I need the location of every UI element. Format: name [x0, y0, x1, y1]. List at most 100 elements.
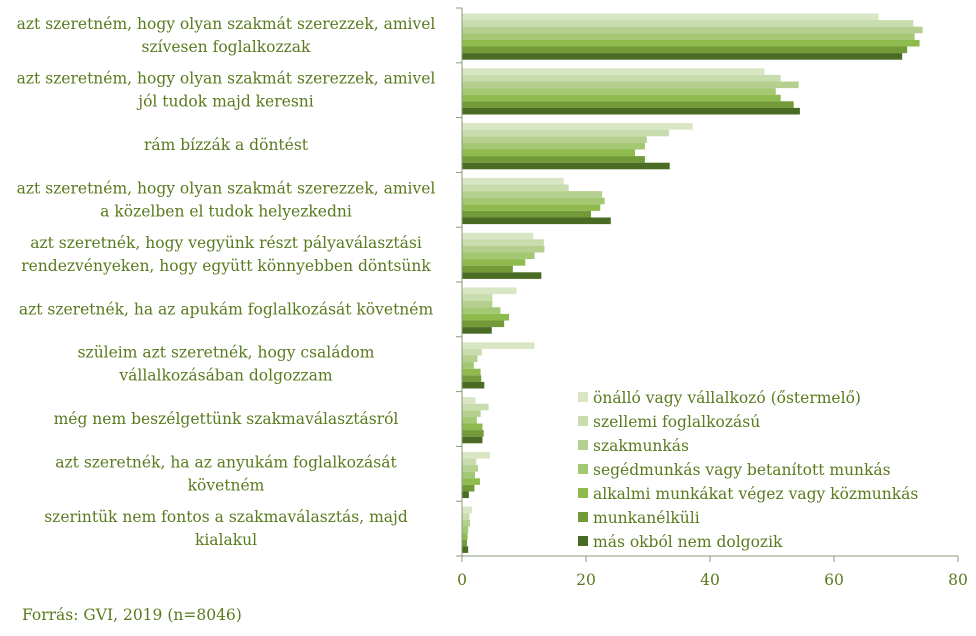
bar	[462, 375, 482, 382]
bar	[462, 272, 542, 279]
bar	[462, 294, 493, 301]
bar	[462, 355, 478, 363]
legend: önálló vagy vállalkozó (őstermelő) szelle…	[578, 389, 918, 551]
bar	[462, 265, 513, 273]
bar	[462, 210, 591, 218]
bar	[462, 458, 477, 466]
category-label: jól tudok majd keresni	[136, 93, 313, 111]
bar	[462, 451, 490, 459]
bar	[462, 519, 471, 527]
x-tick-label: 20	[576, 571, 596, 589]
category-label: szerintük nem fontos a szakmaválasztás, …	[44, 508, 408, 526]
category-label: rendezvényeken, hogy együtt könnyebben d…	[21, 257, 431, 275]
bar	[462, 20, 914, 27]
category-label: azt szeretnék, ha az apukám foglalkozásá…	[19, 300, 434, 318]
bar	[462, 416, 477, 424]
bar	[462, 26, 923, 34]
category-label: szívesen foglalkozzak	[142, 38, 311, 56]
category-labels: azt szeretném, hogy olyan szakmát szerez…	[17, 15, 436, 549]
bar	[462, 348, 482, 356]
legend-swatch	[578, 536, 588, 546]
bar	[462, 46, 908, 54]
category-label: azt szeretnék, hogy vegyünk részt pályav…	[30, 234, 422, 252]
x-tick-label: 80	[948, 571, 968, 589]
bar	[462, 68, 765, 75]
category-label: azt szeretném, hogy olyan szakmát szerez…	[17, 179, 436, 197]
bar	[462, 410, 481, 417]
x-tick-label: 40	[700, 571, 720, 589]
category-label: azt szeretném, hogy olyan szakmát szerez…	[17, 70, 436, 88]
category-label: azt szeretném, hogy olyan szakmát szerez…	[17, 15, 436, 33]
bar	[462, 423, 483, 431]
bar	[462, 327, 492, 334]
bar	[462, 526, 469, 534]
bar	[462, 94, 781, 102]
bar	[462, 465, 479, 472]
legend-label: önálló vagy vállalkozó (őstermelő)	[593, 389, 861, 407]
bar	[462, 123, 693, 130]
bars-group	[462, 13, 923, 553]
bar	[462, 204, 601, 211]
bar	[462, 197, 605, 205]
legend-swatch	[578, 416, 588, 426]
legend-swatch	[578, 464, 588, 474]
bar	[462, 136, 647, 143]
bar	[462, 539, 467, 547]
legend-swatch	[578, 512, 588, 522]
bar	[462, 259, 526, 266]
bar	[462, 101, 794, 108]
bar	[462, 478, 480, 485]
bar	[462, 300, 493, 308]
category-label: szüleim azt szeretnék, hogy családom	[78, 344, 375, 362]
bar	[462, 362, 474, 369]
bar	[462, 53, 903, 60]
legend-label: munkanélküli	[593, 509, 700, 527]
category-label: a közelben el tudok helyezkedni	[100, 202, 352, 220]
axes-group	[456, 7, 959, 562]
bar	[462, 33, 915, 40]
bar	[462, 191, 603, 198]
bar	[462, 13, 879, 21]
bar	[462, 436, 483, 444]
x-tick-label: 60	[824, 571, 844, 589]
bar	[462, 177, 564, 185]
bar	[462, 232, 534, 240]
legend-label: szakmunkás	[593, 437, 689, 455]
bar	[462, 245, 545, 253]
legend-label: segédmunkás vagy betanított munkás	[593, 461, 891, 479]
legend-swatch	[578, 440, 588, 450]
category-label: vállalkozásában dolgozzam	[118, 367, 333, 385]
bar	[462, 546, 469, 553]
bar	[462, 368, 481, 376]
bar	[462, 513, 470, 520]
category-label: rám bízzák a döntést	[144, 136, 309, 154]
bar	[462, 313, 510, 321]
bar	[462, 74, 781, 82]
category-label: kialakul	[195, 531, 257, 549]
x-tick-label: 0	[457, 571, 467, 589]
bar	[462, 491, 469, 499]
legend-label: alkalmi munkákat végez vagy közmunkás	[593, 485, 918, 503]
bar	[462, 506, 472, 514]
category-label: még nem beszélgettünk szakmaválasztásról	[54, 410, 399, 428]
legend-swatch	[578, 488, 588, 498]
bar	[462, 239, 544, 246]
bar	[462, 149, 635, 157]
bar	[462, 252, 535, 260]
bar	[462, 156, 645, 163]
bar	[462, 430, 484, 437]
bar	[462, 381, 485, 389]
bar	[462, 88, 776, 95]
x-tick-labels: 0 20 40 60 80	[457, 571, 968, 589]
bar	[462, 533, 468, 540]
bar	[462, 107, 800, 115]
category-label: követném	[188, 476, 265, 494]
category-label: azt szeretnék, ha az anyukám foglalkozás…	[55, 453, 397, 471]
bar	[462, 471, 476, 479]
bar	[462, 217, 611, 225]
bar	[462, 320, 505, 328]
bar	[462, 39, 920, 47]
source-note: Forrás: GVI, 2019 (n=8046)	[22, 606, 242, 624]
bar	[462, 287, 517, 295]
bar	[462, 397, 476, 404]
